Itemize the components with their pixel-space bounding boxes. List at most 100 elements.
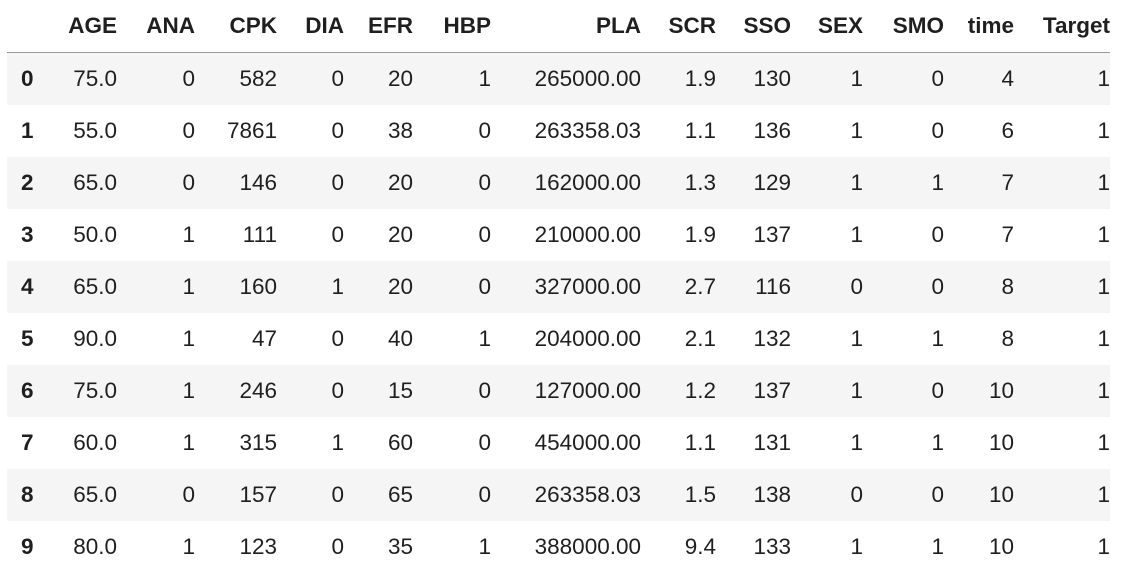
cell-pla: 263358.03	[534, 482, 641, 507]
column-header-sex: SEX	[791, 0, 863, 53]
column-header-cpk: CPK	[195, 0, 277, 53]
cell-cpk: 7861	[226, 118, 277, 143]
cell-dia: 0	[331, 378, 344, 403]
cell-ana: 1	[182, 378, 195, 403]
header-row: AGE ANA CPK DIA EFR HBP PLA SCR SSO SEX SMO time Tar…	[7, 0, 1110, 53]
cell-dia: 0	[331, 482, 344, 507]
cell-smo: 1	[931, 534, 944, 559]
cell-efr: 20	[387, 274, 413, 299]
cell-scr: 1.1	[684, 118, 716, 143]
cell-pla: 327000.00	[534, 274, 641, 299]
row-index: 8	[21, 482, 34, 507]
cell-hbp: 0	[478, 118, 491, 143]
cell-efr: 20	[387, 170, 413, 195]
cell-age: 65.0	[73, 170, 117, 195]
cell-sso: 137	[753, 222, 791, 247]
column-header-sso: SSO	[716, 0, 791, 53]
cell-ana: 1	[182, 274, 195, 299]
cell-sso: 132	[753, 326, 791, 351]
cell-smo: 1	[931, 326, 944, 351]
table-row: 3 50.0 1 111 0 20 0 210000.00 1.9 137 1 0 7 1	[7, 209, 1110, 261]
column-header-time: time	[944, 0, 1014, 53]
cell-cpk: 157	[239, 482, 277, 507]
column-header-ana: ANA	[117, 0, 195, 53]
cell-smo: 0	[931, 118, 944, 143]
cell-scr: 1.3	[684, 170, 716, 195]
cell-smo: 1	[931, 430, 944, 455]
cell-target: 1	[1097, 430, 1110, 455]
cell-dia: 0	[331, 222, 344, 247]
cell-efr: 40	[387, 326, 413, 351]
cell-pla: 127000.00	[534, 378, 641, 403]
cell-time: 8	[1001, 326, 1014, 351]
cell-target: 1	[1097, 378, 1110, 403]
row-index: 6	[21, 378, 34, 403]
cell-target: 1	[1097, 66, 1110, 91]
cell-cpk: 160	[239, 274, 277, 299]
cell-efr: 60	[387, 430, 413, 455]
cell-smo: 1	[931, 170, 944, 195]
cell-dia: 1	[331, 274, 344, 299]
cell-hbp: 0	[478, 430, 491, 455]
row-index: 4	[21, 274, 34, 299]
row-index: 2	[21, 170, 34, 195]
cell-dia: 0	[331, 534, 344, 559]
cell-pla: 454000.00	[534, 430, 641, 455]
cell-target: 1	[1097, 482, 1110, 507]
cell-time: 7	[1001, 170, 1014, 195]
cell-cpk: 47	[251, 326, 277, 351]
cell-efr: 15	[387, 378, 413, 403]
row-index: 1	[21, 118, 34, 143]
cell-dia: 1	[331, 430, 344, 455]
cell-smo: 0	[931, 482, 944, 507]
cell-target: 1	[1097, 274, 1110, 299]
column-header-dia: DIA	[277, 0, 344, 53]
column-header-age: AGE	[49, 0, 117, 53]
table-row: 7 60.0 1 315 1 60 0 454000.00 1.1 131 1 1 10 1	[7, 417, 1110, 469]
table-row: 8 65.0 0 157 0 65 0 263358.03 1.5 138 0 0 10 1	[7, 469, 1110, 521]
cell-efr: 20	[387, 222, 413, 247]
cell-sex: 1	[850, 430, 863, 455]
cell-scr: 9.4	[684, 534, 716, 559]
cell-sex: 1	[850, 66, 863, 91]
cell-sso: 129	[753, 170, 791, 195]
cell-dia: 0	[331, 66, 344, 91]
cell-target: 1	[1097, 326, 1110, 351]
column-header-smo: SMO	[863, 0, 944, 53]
cell-smo: 0	[931, 378, 944, 403]
column-header-pla: PLA	[491, 0, 641, 53]
column-header-efr: EFR	[344, 0, 413, 53]
cell-smo: 0	[931, 222, 944, 247]
cell-sex: 1	[850, 534, 863, 559]
cell-pla: 263358.03	[534, 118, 641, 143]
cell-time: 7	[1001, 222, 1014, 247]
cell-age: 80.0	[73, 534, 117, 559]
cell-time: 8	[1001, 274, 1014, 299]
cell-dia: 0	[331, 326, 344, 351]
table-row: 6 75.0 1 246 0 15 0 127000.00 1.2 137 1 0 10 1	[7, 365, 1110, 417]
cell-scr: 2.7	[684, 274, 716, 299]
cell-sex: 0	[850, 482, 863, 507]
cell-time: 10	[988, 482, 1014, 507]
cell-scr: 1.9	[684, 222, 716, 247]
cell-cpk: 111	[242, 222, 277, 247]
cell-scr: 1.1	[684, 430, 716, 455]
cell-age: 55.0	[73, 118, 117, 143]
cell-sso: 130	[753, 66, 791, 91]
cell-hbp: 0	[478, 222, 491, 247]
cell-scr: 1.9	[684, 66, 716, 91]
cell-hbp: 1	[478, 66, 491, 91]
cell-pla: 204000.00	[534, 326, 641, 351]
cell-sso: 133	[753, 534, 791, 559]
cell-dia: 0	[331, 170, 344, 195]
table-row: 4 65.0 1 160 1 20 0 327000.00 2.7 116 0 0 8 1	[7, 261, 1110, 313]
cell-smo: 0	[931, 66, 944, 91]
cell-sso: 138	[753, 482, 791, 507]
cell-cpk: 123	[239, 534, 277, 559]
table-header: AGE ANA CPK DIA EFR HBP PLA SCR SSO SEX SMO time Tar…	[7, 0, 1110, 53]
cell-hbp: 0	[478, 482, 491, 507]
cell-scr: 1.5	[684, 482, 716, 507]
cell-sex: 1	[850, 118, 863, 143]
cell-efr: 65	[387, 482, 413, 507]
cell-age: 60.0	[73, 430, 117, 455]
